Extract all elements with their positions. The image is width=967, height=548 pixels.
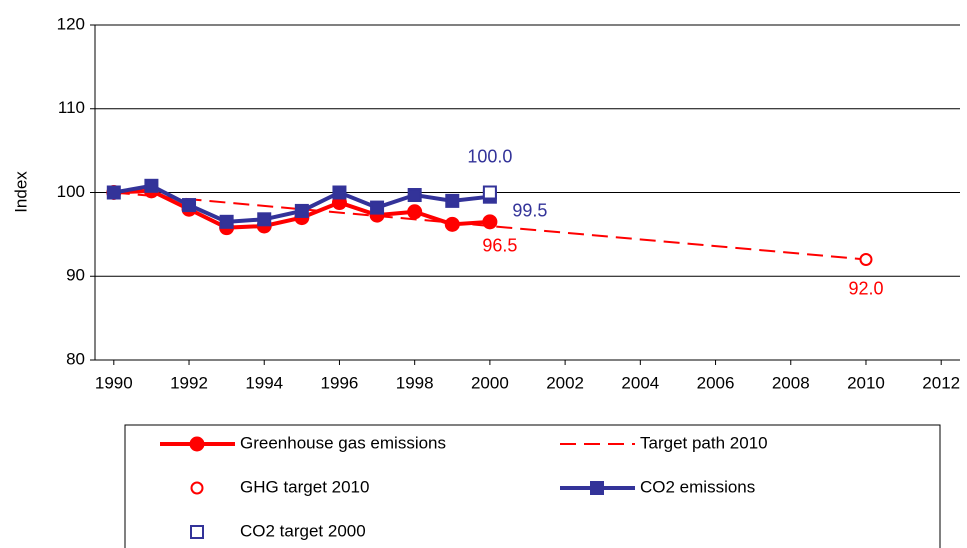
marker: [859, 253, 873, 266]
y-tick-label: 80: [66, 349, 85, 368]
x-tick-label: 2004: [621, 373, 659, 392]
y-axis-title: Index: [11, 171, 30, 213]
legend-label: GHG target 2010: [240, 477, 369, 496]
legend-marker: [190, 481, 204, 495]
marker: [294, 203, 309, 218]
marker: [370, 200, 385, 215]
y-tick-label: 90: [66, 266, 85, 285]
y-tick-label: 100: [57, 182, 85, 201]
x-tick-label: 2002: [546, 373, 584, 392]
marker: [407, 188, 422, 203]
legend-label: Greenhouse gas emissions: [240, 433, 446, 452]
data-label: 99.5: [512, 200, 547, 220]
data-label: 100.0: [467, 146, 512, 166]
legend-marker: [189, 436, 205, 452]
y-tick-label: 110: [58, 98, 85, 117]
marker: [444, 216, 460, 232]
x-tick-label: 1998: [396, 373, 434, 392]
marker: [445, 193, 460, 208]
x-tick-label: 2010: [847, 373, 885, 392]
marker: [257, 212, 272, 227]
marker: [106, 185, 121, 200]
marker: [332, 185, 347, 200]
data-label: 96.5: [482, 236, 517, 256]
series-line: [113, 191, 867, 261]
marker: [407, 204, 423, 220]
legend-box: [124, 424, 941, 548]
legend-marker: [190, 525, 204, 539]
x-tick-label: 1990: [95, 373, 133, 392]
x-tick-label: 2006: [697, 373, 735, 392]
x-tick-label: 1996: [321, 373, 359, 392]
legend-label: CO2 emissions: [640, 477, 755, 496]
x-tick-label: 2012: [922, 373, 960, 392]
legend-label: CO2 target 2000: [240, 521, 366, 540]
legend-marker: [590, 481, 604, 495]
y-tick-label: 120: [57, 14, 85, 33]
data-label: 92.0: [848, 278, 883, 298]
x-tick-label: 1994: [245, 373, 283, 392]
marker: [219, 214, 234, 229]
x-tick-label: 1992: [170, 373, 208, 392]
x-tick-label: 2008: [772, 373, 810, 392]
legend-label: Target path 2010: [640, 433, 768, 452]
marker: [182, 198, 197, 213]
marker: [144, 178, 159, 193]
x-tick-label: 2000: [471, 373, 509, 392]
marker: [482, 185, 497, 200]
